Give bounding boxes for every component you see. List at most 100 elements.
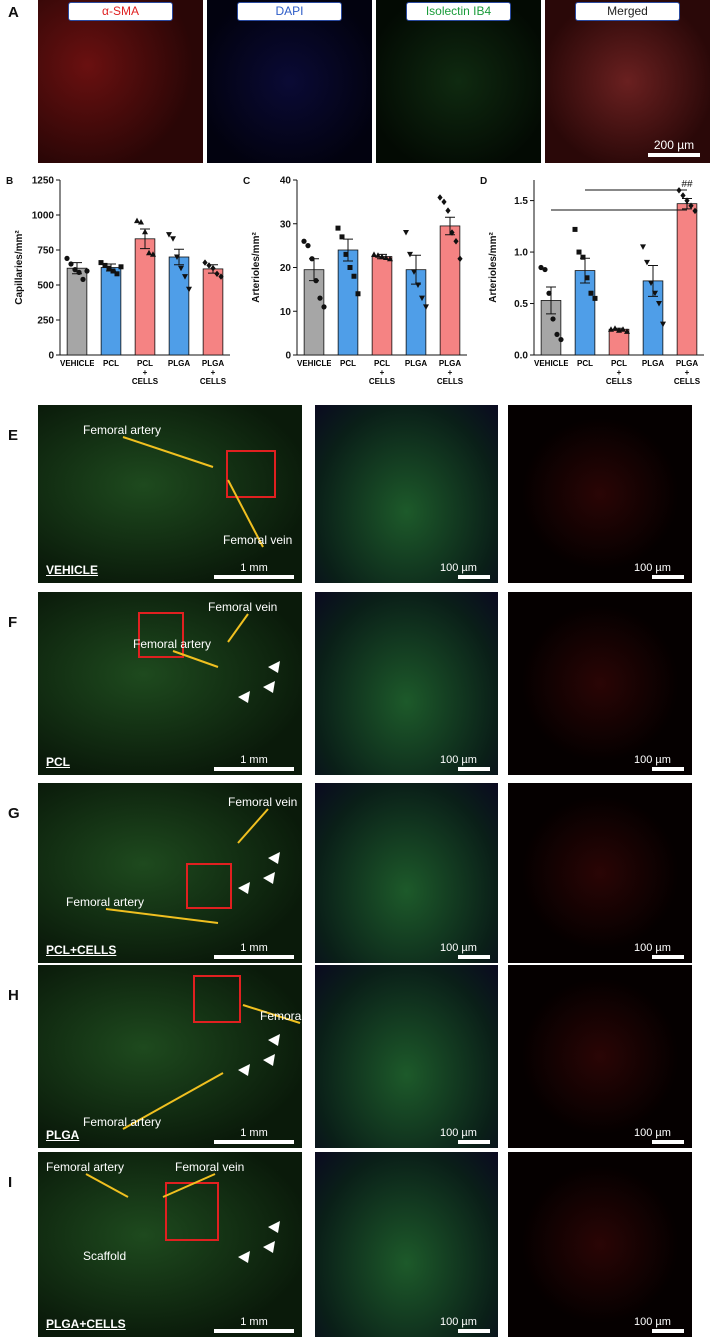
data-point xyxy=(210,265,216,272)
bar-chart: D Arterioles/mm² 0.0 0.5 1.0 1.5 VEHICLE PCL PCL… xyxy=(480,176,704,386)
significance-label: ## xyxy=(681,179,693,190)
data-point xyxy=(453,238,459,245)
data-point xyxy=(114,271,120,277)
arrowhead-marker xyxy=(238,882,250,894)
bar xyxy=(100,267,122,356)
scale-bar-label: 100 µm xyxy=(634,942,671,954)
y-tick-label: 750 xyxy=(37,246,54,257)
panel-letter: F xyxy=(8,614,18,631)
micrograph: 1 mm VEHICLE Femoral artery Femoral vein xyxy=(38,405,302,583)
scale-bar: 100 µm xyxy=(440,753,490,771)
scale-bar: 200 µm xyxy=(648,137,700,157)
arrowhead-marker xyxy=(263,1241,275,1253)
arrowhead-marker xyxy=(238,691,250,703)
data-point xyxy=(182,274,188,280)
arrow-layer xyxy=(122,436,264,548)
category-label: PLGA xyxy=(167,359,191,368)
arrow xyxy=(122,436,214,468)
micrograph: 1 mm PLGA+CELLS Femoral artery Femoral vein… xyxy=(38,1152,302,1337)
data-point xyxy=(313,278,319,284)
arrow xyxy=(227,479,264,548)
scale-bar: 100 µm xyxy=(634,561,684,579)
data-point xyxy=(68,261,74,267)
data-point xyxy=(550,316,556,322)
data-point xyxy=(449,229,455,236)
y-tick-label: 0 xyxy=(285,351,291,362)
y-tick-label: 250 xyxy=(37,316,54,327)
data-point xyxy=(146,249,152,256)
data-point xyxy=(206,262,212,269)
data-point xyxy=(423,304,429,310)
y-axis-label: Arterioles/mm² xyxy=(251,232,262,303)
arrow-layer xyxy=(172,613,280,703)
x-tick-label: PLGA + CELLS xyxy=(200,359,226,386)
error-bar xyxy=(546,286,556,315)
data-point xyxy=(403,230,409,236)
x-tick-label: VEHICLE xyxy=(297,359,331,368)
x-tick-label: PLGA xyxy=(405,359,427,368)
arrowhead-marker xyxy=(268,1034,280,1046)
x-tick-label: PCL xyxy=(103,359,119,368)
category-label: PLGA + CELLS xyxy=(673,359,701,386)
arrow xyxy=(227,613,249,643)
data-point xyxy=(317,295,323,301)
annotation: Femoral artery xyxy=(83,1115,162,1129)
micrograph: 100 µm xyxy=(508,592,692,775)
panel-letter: G xyxy=(8,805,20,822)
data-point xyxy=(379,253,385,260)
scale-bar: 100 µm xyxy=(634,1315,684,1333)
scale-bar-line xyxy=(214,955,294,959)
y-tick-label: 0.0 xyxy=(514,351,528,362)
arrow xyxy=(122,1072,224,1130)
scale-bar: 100 µm xyxy=(440,941,490,959)
scale-bar-label: 100 µm xyxy=(634,562,671,574)
data-point xyxy=(343,251,349,257)
category-label: VEHICLE xyxy=(297,359,331,368)
micrograph: 100 µm xyxy=(315,965,498,1148)
region-box xyxy=(138,612,184,658)
data-point xyxy=(339,234,345,240)
scale-bar: 1 mm xyxy=(214,941,294,959)
region-box xyxy=(165,1182,219,1241)
data-point xyxy=(214,270,220,277)
data-point xyxy=(387,255,393,262)
data-point xyxy=(624,328,630,334)
data-point xyxy=(457,255,463,262)
data-point xyxy=(170,236,176,242)
scale-bar: 100 µm xyxy=(440,1315,490,1333)
x-tick-label: VEHICLE xyxy=(60,359,94,368)
panel-letter: D xyxy=(480,176,487,187)
data-point xyxy=(80,276,86,282)
bar-chart: B Capillaries/mm² 0 250 500 750 1000 1250 VEHICL… xyxy=(6,176,230,386)
arrowhead-marker xyxy=(263,872,275,884)
annotation: Femoral artery xyxy=(66,895,145,909)
data-point xyxy=(419,295,425,302)
y-axis-label: Arterioles/mm² xyxy=(488,232,499,303)
scale-bar-line xyxy=(458,767,490,771)
micrograph: 100 µm xyxy=(315,405,498,583)
data-point xyxy=(335,225,341,231)
x-tick-label: PCL xyxy=(577,359,593,368)
y-tick-label: 30 xyxy=(280,219,292,230)
micrograph: 100 µm xyxy=(315,592,498,775)
panel-letter: I xyxy=(8,1174,13,1191)
panel-letter: C xyxy=(243,176,250,187)
scale-bar-label: 1 mm xyxy=(240,942,268,954)
micrograph: 100 µm xyxy=(508,405,692,583)
annotation: Femoral vein xyxy=(223,533,293,547)
scale-bar-line xyxy=(458,1329,490,1333)
data-point xyxy=(309,256,315,262)
x-tick-label: PCL xyxy=(340,359,356,368)
scale-bar: 100 µm xyxy=(634,753,684,771)
x-tick-label: PLGA xyxy=(642,359,664,368)
arrowhead-marker xyxy=(238,1251,250,1263)
bar xyxy=(303,269,325,356)
arrowhead-marker xyxy=(268,852,280,864)
arrowhead-marker xyxy=(263,1054,275,1066)
x-tick-label: PCL + CELLS xyxy=(132,359,158,386)
data-point xyxy=(441,198,447,206)
data-point xyxy=(178,265,184,272)
bar xyxy=(676,203,698,356)
arrow xyxy=(237,808,269,844)
scale-bar-label: 100 µm xyxy=(440,562,477,574)
